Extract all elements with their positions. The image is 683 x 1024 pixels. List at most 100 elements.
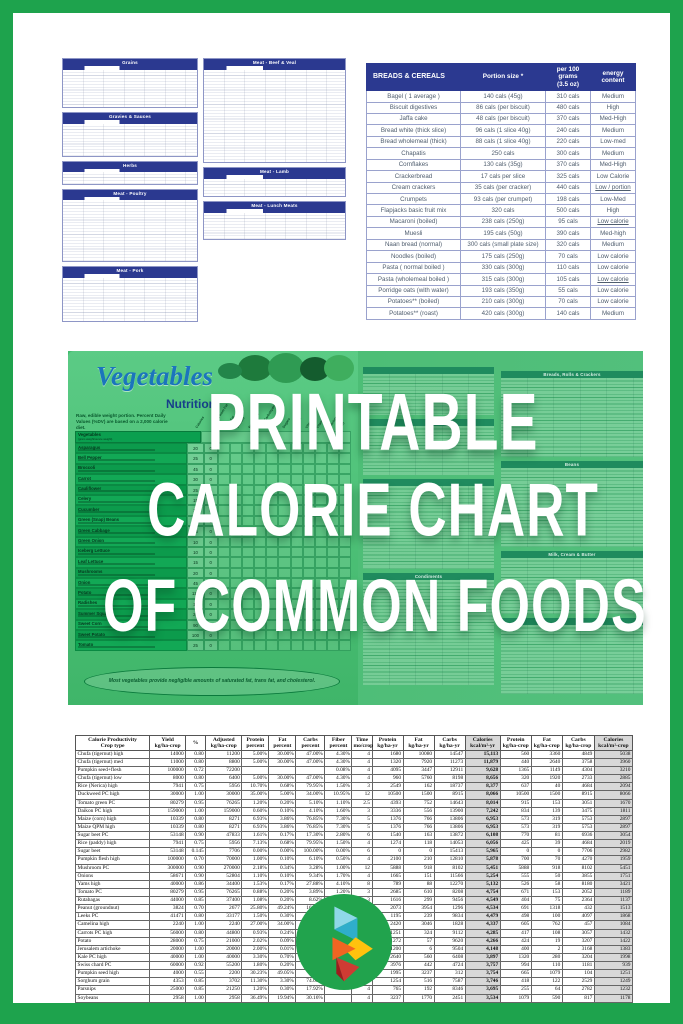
logo-teal-triangle — [334, 918, 358, 942]
crop-value-cell: 8066 — [593, 790, 634, 800]
nutrient-cell — [254, 567, 267, 579]
table-row: Crumpets 93 cals (per crumpet) 198 cals Low… — [366, 192, 636, 206]
table-row: Chufa (tigernut) low 8000 0.80 6400 5.00% 30.… — [74, 774, 634, 784]
crop-value-cell: 100000 — [149, 766, 187, 776]
crop-value-cell: 88 — [402, 879, 435, 889]
food-cell: Bread wholemeal (thick) — [366, 135, 461, 149]
crop-column-header: Yield kg/ha-crop — [149, 735, 187, 751]
crop-name-cell: Potato — [74, 936, 151, 946]
crop-value-cell — [241, 766, 270, 776]
logo-cyan-triangle — [334, 906, 358, 930]
nutrient-cell — [278, 640, 291, 651]
crop-value-cell: 2094 — [593, 782, 634, 792]
crop-value-cell: 47.00% — [295, 774, 326, 784]
nutrient-cell — [314, 443, 327, 454]
crop-value-cell: 1.53% — [241, 879, 270, 889]
table-row: Yams high 40000 0.86 34400 1.53% 0.17% 27.88% 4… — [74, 879, 634, 889]
crop-value-cell: 0.88% — [241, 887, 270, 898]
crop-value-cell: 108 — [530, 928, 563, 938]
crop-value-cell: 555 — [499, 871, 532, 881]
crop-value-cell: 9504 — [433, 944, 466, 954]
crop-value-cell: 0.30% — [268, 985, 297, 995]
calories-from-fat-cell: 0 — [203, 463, 218, 475]
veg-column-label: Sodium — [235, 416, 246, 429]
calories-from-fat-cell: 0 — [203, 494, 218, 506]
crop-value-cell: 5956 — [205, 782, 243, 792]
crop-value-cell: 76265 — [205, 887, 243, 898]
nutrient-cell — [338, 609, 351, 620]
nutrient-cell — [242, 484, 255, 495]
breads-table-title: BREADS & CEREALS — [366, 62, 461, 92]
portion-cell: 250 cals — [460, 147, 546, 160]
energy-cell: Low calorie — [590, 261, 636, 275]
nutrient-cell — [302, 598, 315, 610]
crop-value-cell: 3,746 — [464, 977, 501, 987]
crop-value-cell: 25000 — [149, 985, 187, 995]
crop-value-cell: 30.00% — [268, 774, 297, 784]
crop-value-cell: 0.80 — [185, 928, 207, 938]
vegetable-name-cell: Green (Snap) Beans — [75, 515, 188, 527]
crop-value-cell: 4,754 — [464, 887, 501, 898]
crop-value-cell: 153 — [530, 798, 563, 808]
nutrient-cell — [230, 526, 243, 537]
energy-cell: High — [590, 101, 636, 114]
header-line-1: Calories — [603, 736, 624, 743]
crop-value-cell: 516 — [402, 977, 435, 987]
crop-value-cell: 2549 — [371, 782, 404, 792]
nutrient-cell — [242, 453, 255, 464]
crop-value-cell: 104 — [561, 969, 595, 979]
crop-value-cell: 1149 — [530, 766, 563, 776]
nutrient-cell — [217, 474, 231, 485]
nutrient-cell — [230, 536, 243, 547]
calories-from-fat-cell: 0 — [203, 484, 218, 495]
crop-value-cell: 1.00 — [185, 993, 207, 1003]
header-line-2: kg/ha-crop — [502, 742, 529, 749]
energy-cell: Medium — [590, 147, 636, 160]
crop-column-header: Fat percent — [268, 735, 297, 751]
crop-value-cell: 12270 — [433, 879, 466, 889]
crop-value-cell: 3237 — [402, 969, 435, 979]
crop-value-cell: 44000 — [149, 896, 187, 906]
crop-value-cell: 11200 — [205, 749, 243, 759]
nutrient-cell — [338, 443, 351, 454]
mini-tables-left-column: Grains Gravies & Sauces Herbs Meat - Poultr… — [62, 58, 198, 323]
mini-table-header-row — [63, 196, 197, 201]
nutrient-cell — [217, 526, 231, 537]
crop-value-cell: 3475 — [561, 806, 595, 816]
crop-column-header: Calorie Productivity Crop type — [74, 735, 151, 751]
crop-value-cell: 56000 — [149, 928, 187, 938]
food-cell: Crackerbread — [366, 170, 461, 183]
crop-value-cell: 299 — [402, 896, 435, 906]
nutrient-cell — [290, 598, 303, 610]
nutrient-cell — [242, 630, 255, 641]
crop-value-cell: 4724 — [433, 961, 466, 971]
crop-value-cell: 556 — [402, 806, 435, 816]
crop-value-cell: 1.50% — [324, 839, 353, 849]
nutrient-cell — [302, 453, 315, 464]
nutrient-cell — [338, 536, 351, 547]
nutrient-cell — [278, 515, 291, 527]
portion-cell: 48 cals (per biscuit) — [460, 112, 546, 126]
crop-value-cell: 0.00% — [268, 847, 297, 857]
nutrient-cell — [217, 557, 231, 568]
crop-value-cell: 58671 — [149, 871, 187, 881]
crop-value-cell: 11.30% — [241, 977, 270, 987]
crop-value-cell: 960 — [371, 774, 404, 784]
nutrient-cell — [278, 453, 291, 464]
nutrient-cell — [338, 588, 351, 599]
nutrient-cell — [242, 536, 255, 547]
nutrient-cell — [217, 567, 231, 579]
header-line-2: Crop type — [100, 742, 125, 749]
crop-value-cell: 3 — [351, 782, 373, 792]
nutrient-cell — [266, 494, 279, 506]
logo-circle — [296, 894, 392, 990]
calories-cell: 10 — [187, 505, 204, 516]
crop-value-cell: 2958 — [205, 993, 243, 1003]
nutrient-cell — [326, 474, 339, 485]
mini-table-title: Meat - Lunch Meats — [204, 202, 345, 210]
table-row: Noodles (boiled) 175 cals (250g) 70 cals Lo… — [366, 250, 636, 263]
faded-table — [363, 419, 494, 475]
header-line-2: mo/crop — [353, 742, 374, 749]
crop-value-cell: 25.80% — [241, 904, 270, 914]
crop-value-cell: 60000 — [149, 961, 187, 971]
